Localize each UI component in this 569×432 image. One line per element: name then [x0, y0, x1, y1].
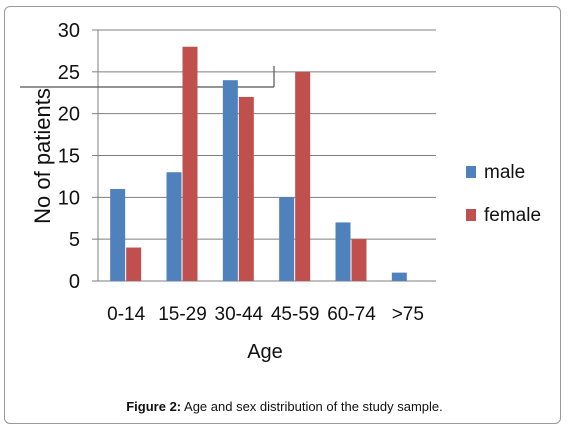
legend-label-male: male: [484, 162, 525, 183]
figure-caption: Figure 2: Age and sex distribution of th…: [0, 399, 569, 414]
y-tick-label: 5: [69, 229, 80, 251]
x-tick-label: 45-59: [271, 304, 320, 325]
bar-male: [391, 272, 407, 281]
y-axis-title: No of patients: [30, 88, 55, 224]
bar-female: [238, 96, 254, 281]
caption-text: Age and sex distribution of the study sa…: [181, 399, 443, 414]
y-tick-label: 10: [58, 187, 80, 209]
x-tick-label: >75: [392, 304, 424, 325]
bar-male: [166, 172, 182, 281]
bar-male: [110, 188, 126, 281]
bar-female: [126, 247, 142, 281]
legend-swatch-male: [466, 166, 476, 178]
x-tick-label: 60-74: [327, 304, 376, 325]
y-tick-label: 25: [58, 62, 80, 84]
bar-female: [295, 71, 311, 281]
x-axis-title: Age: [247, 341, 283, 363]
y-tick-label: 15: [58, 146, 80, 168]
legend-label-female: female: [484, 205, 541, 226]
y-tick-label: 30: [58, 20, 80, 42]
x-tick-label: 0-14: [107, 304, 145, 325]
bar-male: [222, 80, 238, 281]
legend-swatch-female: [466, 209, 476, 221]
bar-female: [182, 46, 198, 281]
bar-female: [351, 239, 367, 281]
x-tick-label: 30-44: [215, 304, 264, 325]
x-tick-label: 15-29: [158, 304, 207, 325]
y-tick-label: 20: [58, 104, 80, 126]
bar-male: [335, 222, 351, 281]
caption-label: Figure 2:: [126, 399, 182, 414]
y-tick-label: 0: [69, 271, 80, 293]
bar-male: [279, 197, 295, 281]
